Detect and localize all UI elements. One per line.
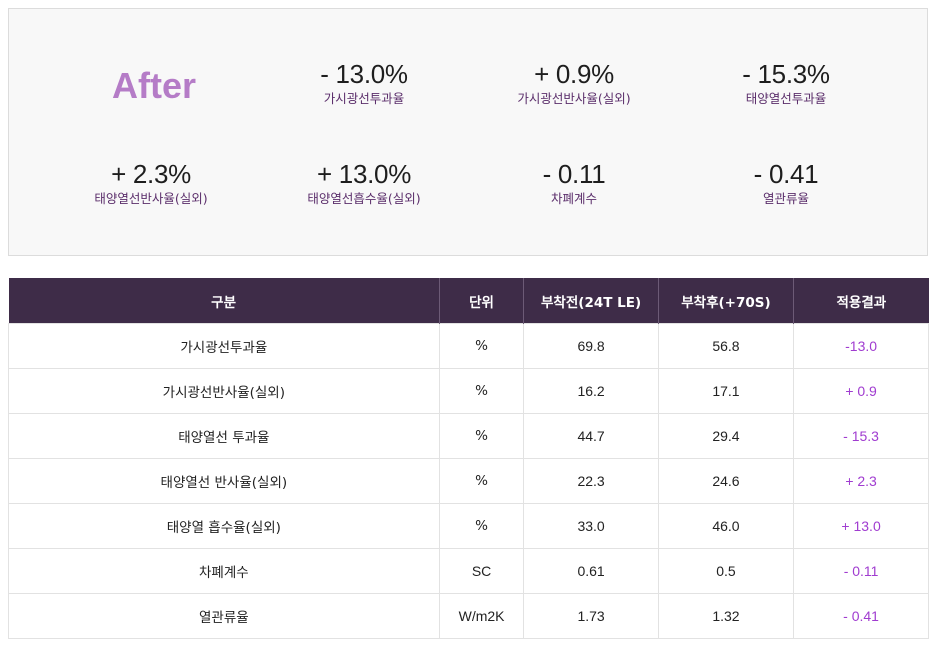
cell-item: 가시광선투과율: [8, 323, 440, 369]
comparison-table: 구분 단위 부착전(24T LE) 부착후(+70S) 적용결과 가시광선투과율…: [8, 278, 929, 639]
stat-value: - 15.3%: [742, 59, 830, 89]
header-unit: 단위: [438, 278, 524, 324]
table-header-row: 구분 단위 부착전(24T LE) 부착후(+70S) 적용결과: [8, 278, 929, 324]
stat-label: 가시광선반사율(실외): [517, 91, 631, 106]
stat-solar-transmittance: - 15.3% 태양열선투과율: [681, 59, 891, 108]
stat-label: 가시광선투과율: [323, 91, 405, 106]
header-before: 부착전(24T LE): [523, 278, 659, 324]
cell-item: 태양열 흡수율(실외): [8, 503, 440, 549]
cell-item: 가시광선반사율(실외): [8, 368, 440, 414]
cell-result: - 0.11: [793, 548, 929, 594]
stat-label: 태양열선흡수율(실외): [307, 191, 421, 206]
cell-before: 0.61: [523, 548, 659, 594]
stat-value: + 2.3%: [111, 159, 191, 189]
cell-result: - 15.3: [793, 413, 929, 459]
stat-label: 열관류율: [762, 191, 809, 206]
summary-panel: After - 13.0% 가시광선투과율 + 0.9% 가시광선반사율(실외)…: [8, 8, 928, 256]
cell-before: 69.8: [523, 323, 659, 369]
stat-label: 태양열선반사율(실외): [94, 191, 208, 206]
stat-value: - 13.0%: [320, 59, 408, 89]
stat-value: - 0.11: [542, 159, 606, 189]
cell-unit: %: [438, 503, 525, 549]
stat-value: + 13.0%: [316, 159, 412, 189]
header-result: 적용결과: [793, 278, 929, 324]
cell-item: 태양열선 반사율(실외): [8, 458, 440, 504]
stat-visible-reflectance: + 0.9% 가시광선반사율(실외): [469, 59, 679, 108]
header-category: 구분: [8, 278, 440, 324]
table-row: 열관류율 W/m2K 1.73 1.32 - 0.41: [8, 593, 929, 639]
after-title: After: [111, 65, 196, 106]
cell-after: 17.1: [657, 368, 795, 414]
cell-after: 24.6: [657, 458, 795, 504]
stat-shading-coefficient: - 0.11 차폐계수: [469, 159, 679, 208]
stat-label: 태양열선투과율: [745, 91, 827, 106]
cell-after: 1.32: [657, 593, 795, 639]
table-row: 태양열선 반사율(실외) % 22.3 24.6 + 2.3: [8, 458, 929, 504]
stat-value: - 0.41: [753, 159, 819, 189]
table-row: 태양열 흡수율(실외) % 33.0 46.0 + 13.0: [8, 503, 929, 549]
table-row: 태양열선 투과율 % 44.7 29.4 - 15.3: [8, 413, 929, 459]
table-row: 가시광선반사율(실외) % 16.2 17.1 + 0.9: [8, 368, 929, 414]
cell-before: 33.0: [523, 503, 659, 549]
cell-result: + 0.9: [793, 368, 929, 414]
cell-unit: W/m2K: [438, 593, 525, 639]
header-after: 부착후(+70S): [657, 278, 794, 324]
cell-after: 29.4: [657, 413, 795, 459]
stat-label: 차폐계수: [550, 191, 597, 206]
stat-solar-absorptance: + 13.0% 태양열선흡수율(실외): [259, 159, 469, 208]
cell-result: + 2.3: [793, 458, 929, 504]
cell-before: 16.2: [523, 368, 659, 414]
cell-item: 태양열선 투과율: [8, 413, 440, 459]
stat-solar-reflectance: + 2.3% 태양열선반사율(실외): [46, 159, 256, 208]
cell-unit: %: [438, 413, 525, 459]
cell-unit: %: [438, 323, 525, 369]
stat-value: + 0.9%: [534, 59, 614, 89]
cell-unit: SC: [438, 548, 525, 594]
cell-result: + 13.0: [793, 503, 929, 549]
table-row: 가시광선투과율 % 69.8 56.8 -13.0: [8, 323, 929, 369]
cell-unit: %: [438, 368, 525, 414]
table-row: 차폐계수 SC 0.61 0.5 - 0.11: [8, 548, 929, 594]
cell-result: - 0.41: [793, 593, 929, 639]
cell-item: 열관류율: [8, 593, 440, 639]
cell-before: 1.73: [523, 593, 659, 639]
stat-visible-transmittance: - 13.0% 가시광선투과율: [259, 59, 469, 108]
cell-after: 56.8: [657, 323, 795, 369]
cell-before: 22.3: [523, 458, 659, 504]
cell-before: 44.7: [523, 413, 659, 459]
cell-result: -13.0: [793, 323, 929, 369]
cell-item: 차폐계수: [8, 548, 440, 594]
stat-u-value: - 0.41 열관류율: [681, 159, 891, 208]
cell-unit: %: [438, 458, 525, 504]
cell-after: 0.5: [657, 548, 795, 594]
cell-after: 46.0: [657, 503, 795, 549]
